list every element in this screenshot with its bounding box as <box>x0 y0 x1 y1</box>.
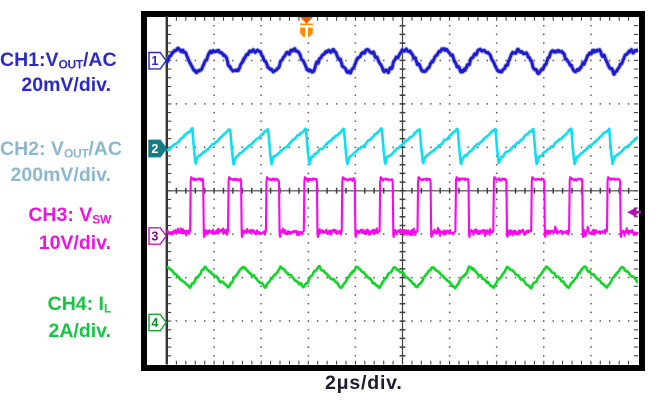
svg-text:4: 4 <box>151 316 158 330</box>
svg-text:2: 2 <box>151 142 158 156</box>
svg-text:3: 3 <box>151 230 158 244</box>
svg-text:1: 1 <box>151 54 158 68</box>
